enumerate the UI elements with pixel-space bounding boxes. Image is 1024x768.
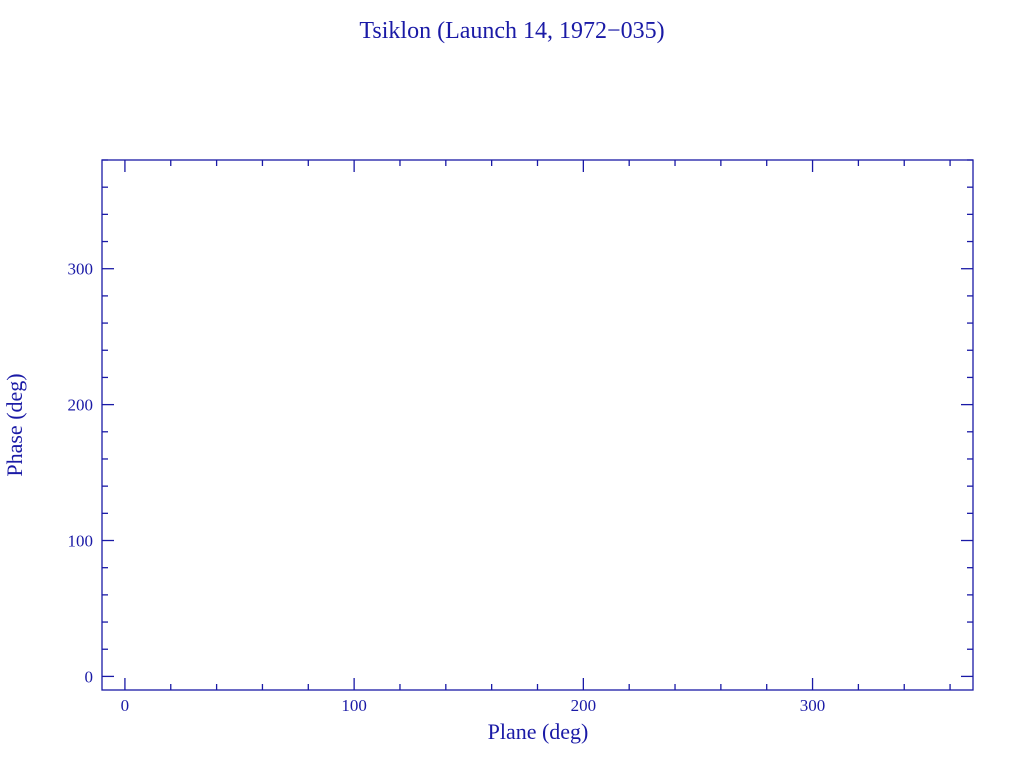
y-tick-label: 200 — [68, 396, 94, 415]
y-tick-label: 300 — [68, 260, 94, 279]
x-tick-labels: 0 100 200 300 — [121, 696, 826, 715]
x-tick-label: 300 — [800, 696, 826, 715]
x-tick-label: 0 — [121, 696, 130, 715]
x-tick-label: 100 — [341, 696, 367, 715]
plot-frame — [101, 159, 974, 691]
y-axis-label: Phase (deg) — [2, 373, 27, 476]
y-tick-labels: 0 100 200 300 — [68, 260, 94, 687]
x-tick-label: 200 — [571, 696, 597, 715]
y-tick-label: 100 — [68, 532, 94, 551]
y-tick-label: 0 — [85, 667, 94, 686]
axis-ticks — [102, 159, 973, 690]
chart-title: Tsiklon (Launch 14, 1972−035) — [359, 18, 664, 44]
x-axis-label: Plane (deg) — [488, 719, 589, 744]
